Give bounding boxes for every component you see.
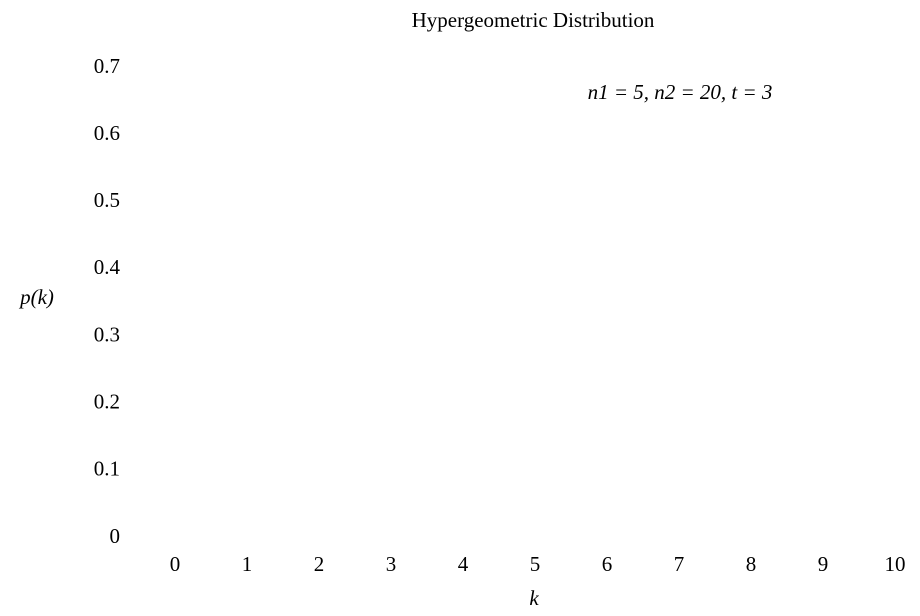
x-tick-label: 7: [674, 552, 685, 576]
x-axis-label: k: [529, 586, 539, 610]
annotation: n1 = 5, n2 = 20, t = 3: [588, 80, 773, 104]
y-axis-label: p(k): [18, 285, 54, 309]
y-tick-label: 0.4: [94, 255, 121, 279]
y-tick-label: 0.1: [94, 457, 120, 481]
x-tick-label: 3: [386, 552, 397, 576]
y-tick-label: 0.3: [94, 322, 120, 346]
x-tick-label: 9: [818, 552, 829, 576]
x-tick-label: 6: [602, 552, 613, 576]
x-tick-label: 4: [458, 552, 469, 576]
y-tick-label: 0: [110, 524, 121, 548]
x-tick-label: 1: [242, 552, 253, 576]
x-tick-label: 8: [746, 552, 757, 576]
chart-title: Hypergeometric Distribution: [412, 8, 655, 32]
x-tick-label: 10: [885, 552, 906, 576]
x-tick-label: 2: [314, 552, 325, 576]
y-tick-label: 0.7: [94, 54, 120, 78]
x-tick-label: 0: [170, 552, 181, 576]
y-tick-label: 0.5: [94, 188, 120, 212]
x-tick-label: 5: [530, 552, 541, 576]
y-tick-label: 0.6: [94, 121, 120, 145]
y-tick-label: 0.2: [94, 390, 120, 414]
